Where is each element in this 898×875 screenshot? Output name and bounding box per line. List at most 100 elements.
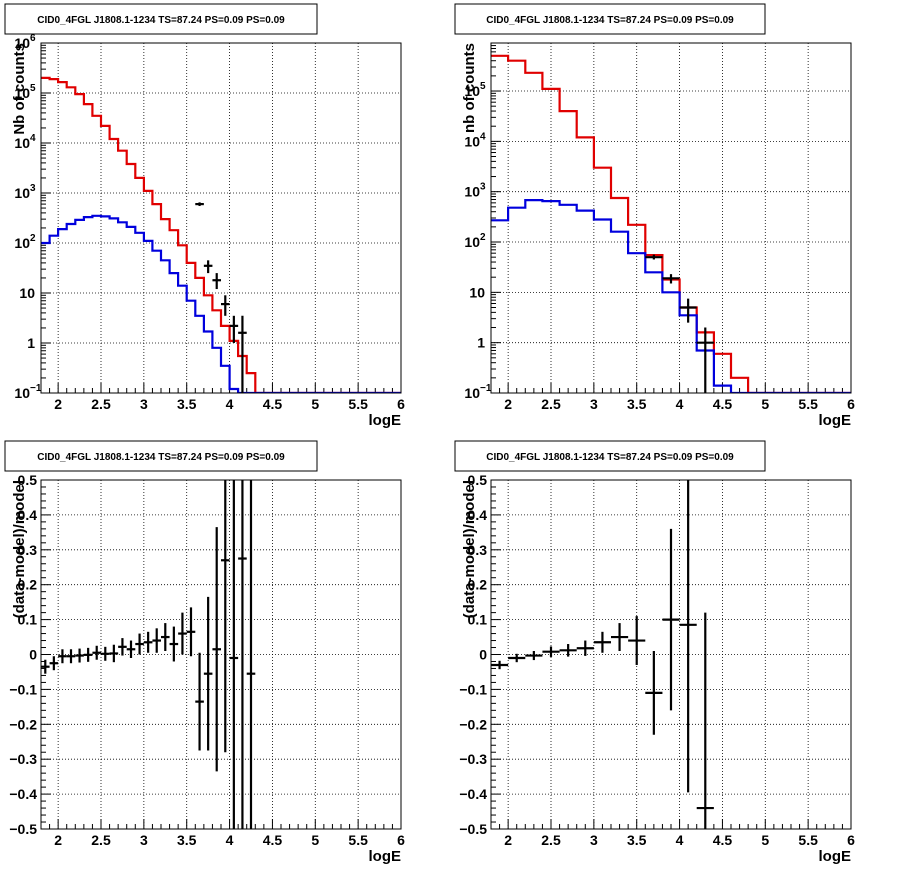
- x-tick-label: 5: [761, 832, 769, 848]
- x-tick-label: 4: [676, 396, 684, 412]
- x-tick-label: 4.5: [713, 832, 733, 848]
- y-tick-label-base: 10: [464, 234, 480, 250]
- x-tick-label: 4.5: [263, 396, 283, 412]
- y-tick-label-exp: 2: [480, 232, 486, 243]
- x-tick-label: 4: [226, 832, 234, 848]
- y-tick-label: 0.3: [18, 542, 38, 558]
- x-tick-label: 4.5: [713, 396, 733, 412]
- plot-frame: [40, 479, 402, 830]
- panel-residuals-fine-bins: CID0_4FGL J1808.1-1234 TS=87.24 PS=0.09 …: [4, 440, 405, 865]
- y-tick-label: 0.3: [468, 542, 488, 558]
- title-box: [4, 440, 318, 472]
- x-tick-label: 2: [504, 396, 512, 412]
- title-box: [4, 3, 318, 35]
- y-tick-label: −0.5: [9, 821, 37, 837]
- y-tick-label-exp: 5: [30, 83, 36, 94]
- series-model-total-step: [41, 76, 401, 393]
- x-tick-label: 3.5: [177, 832, 197, 848]
- y-tick-label-exp: 2: [30, 233, 36, 244]
- panel-residuals-coarse-bins: CID0_4FGL J1808.1-1234 TS=87.24 PS=0.09 …: [454, 440, 855, 865]
- series-data: [645, 254, 714, 393]
- x-tick-label: 2: [54, 832, 62, 848]
- y-tick-label: −0.1: [9, 681, 37, 697]
- y-tick-label: −0.5: [459, 821, 487, 837]
- y-tick-label-base: 10: [464, 83, 480, 99]
- y-tick-label-exp: −1: [30, 383, 42, 394]
- x-tick-label: 3: [140, 396, 148, 412]
- x-tick-label: 3.5: [177, 396, 197, 412]
- plot-frame: [490, 479, 852, 830]
- y-tick-label: −0.2: [9, 716, 37, 732]
- y-tick-label-base: 10: [464, 133, 480, 149]
- x-tick-label: 2.5: [91, 832, 111, 848]
- x-tick-label: 4.5: [263, 832, 283, 848]
- y-tick-label: −0.4: [9, 786, 37, 802]
- y-tick-label-base: 10: [14, 35, 30, 51]
- y-tick-label-base: 10: [14, 135, 30, 151]
- x-tick-label: 3: [590, 396, 598, 412]
- x-tick-label: 6: [847, 832, 855, 848]
- y-tick-label: 0.1: [18, 612, 38, 628]
- series-component-step: [41, 214, 401, 393]
- y-tick-label: −0.1: [459, 681, 487, 697]
- y-tick-label-exp: 5: [480, 81, 486, 92]
- y-tick-label-base: 10: [464, 385, 480, 401]
- y-tick-label-exp: 3: [30, 183, 36, 194]
- x-tick-label: 4: [676, 832, 684, 848]
- y-tick-label-exp: 4: [30, 133, 36, 144]
- y-axis-label: (data-model)/model: [11, 480, 28, 618]
- y-tick-label-exp: 6: [30, 33, 36, 44]
- x-tick-label: 5.5: [348, 832, 368, 848]
- panel-counts-fine-bins: CID0_4FGL J1808.1-1234 TS=87.24 PS=0.09 …: [4, 3, 405, 429]
- y-tick-label: 0.2: [18, 577, 38, 593]
- title-box: [454, 3, 766, 35]
- x-axis-label: logE: [819, 848, 852, 865]
- x-axis-label: logE: [369, 848, 402, 865]
- x-tick-label: 5.5: [798, 396, 818, 412]
- x-tick-label: 2.5: [541, 832, 561, 848]
- y-tick-label-base: 10: [14, 85, 30, 101]
- x-axis-label: logE: [819, 412, 852, 429]
- chart-title: CID0_4FGL J1808.1-1234 TS=87.24 PS=0.09 …: [37, 15, 285, 26]
- x-tick-label: 3.5: [627, 396, 647, 412]
- series-component-step: [491, 199, 851, 393]
- y-tick-label: −0.2: [459, 716, 487, 732]
- y-tick-label: 1: [27, 335, 35, 351]
- x-tick-label: 4: [226, 396, 234, 412]
- y-tick-label: 1: [477, 335, 485, 351]
- y-tick-label-base: 10: [14, 385, 30, 401]
- y-tick-label-base: 10: [464, 184, 480, 200]
- y-tick-label: 0.5: [468, 472, 488, 488]
- y-tick-label-exp: 3: [480, 182, 486, 193]
- series-residual: [41, 480, 256, 829]
- y-tick-label: 0.2: [468, 577, 488, 593]
- y-tick-label: 0.4: [468, 507, 488, 523]
- panel-counts-coarse-bins: CID0_4FGL J1808.1-1234 TS=87.24 PS=0.09 …: [454, 3, 855, 429]
- x-tick-label: 5.5: [798, 832, 818, 848]
- y-tick-label: 0.1: [468, 612, 488, 628]
- y-tick-label: 0.4: [18, 507, 38, 523]
- y-tick-label-exp: −1: [480, 383, 492, 394]
- y-tick-label: 10: [19, 285, 35, 301]
- y-tick-label: 0.5: [18, 472, 38, 488]
- title-box: [454, 440, 766, 472]
- y-tick-label: −0.3: [459, 751, 487, 767]
- x-tick-label: 2.5: [541, 396, 561, 412]
- y-axis-label: Nb of counts: [11, 43, 28, 135]
- x-tick-label: 3: [590, 832, 598, 848]
- x-tick-label: 6: [847, 396, 855, 412]
- x-tick-label: 2: [504, 832, 512, 848]
- x-tick-label: 2.5: [91, 396, 111, 412]
- y-axis-label: nb of counts: [461, 43, 478, 133]
- x-tick-label: 5: [761, 396, 769, 412]
- plot-frame: [40, 42, 402, 394]
- chart-title: CID0_4FGL J1808.1-1234 TS=87.24 PS=0.09 …: [37, 452, 285, 463]
- x-tick-label: 2: [54, 396, 62, 412]
- y-tick-label-base: 10: [14, 185, 30, 201]
- x-tick-label: 3: [140, 832, 148, 848]
- chart-title: CID0_4FGL J1808.1-1234 TS=87.24 PS=0.09 …: [486, 15, 734, 26]
- y-tick-label: 0: [479, 647, 487, 663]
- x-tick-label: 3.5: [627, 832, 647, 848]
- x-tick-label: 5: [311, 832, 319, 848]
